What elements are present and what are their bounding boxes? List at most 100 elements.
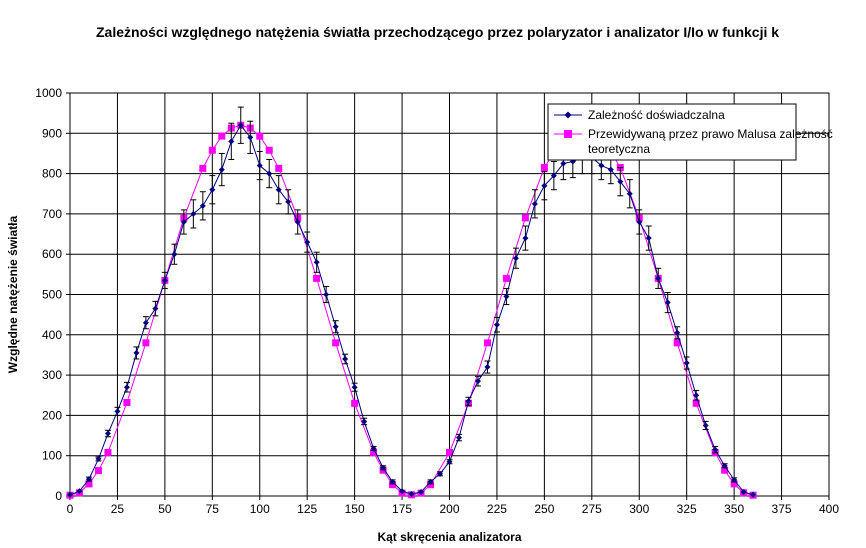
data-point	[540, 164, 548, 172]
data-point	[304, 239, 311, 246]
x-tick-label: 50	[158, 502, 172, 516]
data-point	[541, 182, 548, 189]
data-point	[171, 251, 178, 258]
x-tick-label: 200	[439, 502, 459, 516]
data-point	[607, 166, 614, 173]
data-point	[209, 186, 216, 193]
data-point	[275, 164, 283, 172]
data-point	[750, 491, 757, 498]
data-point	[94, 467, 102, 475]
data-point	[721, 466, 729, 474]
legend-box	[547, 103, 797, 161]
data-point	[521, 214, 529, 222]
data-point	[285, 198, 292, 205]
data-point	[313, 259, 320, 266]
x-tick-label: 125	[297, 502, 317, 516]
data-point	[446, 448, 453, 456]
data-point	[645, 235, 652, 242]
legend-label-experimental: Zależność doświadczalna	[588, 108, 725, 122]
y-tick-label: 100	[42, 449, 62, 463]
data-point	[740, 488, 747, 495]
data-point	[104, 430, 111, 437]
data-point	[483, 339, 491, 347]
data-point	[730, 480, 738, 488]
y-tick-label: 0	[55, 489, 62, 503]
x-tick-label: 250	[534, 502, 554, 516]
data-point	[342, 355, 349, 362]
data-point	[493, 321, 500, 328]
data-point	[85, 480, 93, 488]
data-point	[474, 378, 481, 385]
data-point	[437, 470, 444, 477]
data-point	[67, 491, 73, 498]
data-point	[199, 202, 206, 209]
data-point	[702, 422, 709, 429]
data-point	[636, 218, 643, 225]
y-tick-label: 500	[42, 288, 62, 302]
data-point	[550, 172, 557, 179]
legend: Zależność doświadczalna Przewidywaną prz…	[547, 103, 833, 161]
data-point	[531, 200, 538, 207]
y-tick-label: 1000	[35, 86, 62, 100]
data-point	[712, 446, 719, 453]
data-point	[85, 476, 92, 483]
y-tick-label: 200	[42, 408, 62, 422]
series-experimental	[67, 106, 757, 498]
data-point	[323, 291, 330, 298]
data-point	[692, 399, 700, 407]
data-point	[380, 464, 387, 471]
data-point	[332, 339, 340, 347]
data-point	[351, 384, 358, 391]
data-point	[247, 134, 254, 141]
legend-label-theoretical: Przewidywaną przez prawo Malusa zależnoś…	[588, 127, 833, 156]
data-point	[455, 434, 462, 441]
series-line	[69, 124, 754, 496]
x-tick-label: 275	[582, 502, 602, 516]
data-point	[256, 162, 263, 169]
data-point	[199, 164, 207, 172]
x-tick-label: 400	[819, 502, 839, 516]
data-point	[265, 146, 273, 154]
data-point	[465, 398, 472, 405]
y-tick-label: 600	[42, 247, 62, 261]
x-axis-title: Kąt skręcenia analizatora	[377, 530, 521, 544]
y-axis-title: Względne natężenie światła	[6, 215, 20, 373]
data-point	[123, 384, 130, 391]
data-point	[721, 462, 728, 469]
data-point	[142, 319, 149, 326]
data-point	[617, 178, 624, 185]
series-theoretical	[66, 121, 757, 499]
data-point	[664, 299, 671, 306]
data-point	[266, 170, 273, 177]
axis-ticks: 0 25 50 75 100 125 150 175 200 225 250 275 300 325 350…	[35, 86, 839, 516]
data-point	[332, 323, 339, 330]
data-point	[370, 448, 378, 456]
data-point	[218, 166, 225, 173]
data-point	[275, 186, 282, 193]
chart-title: Zależności względnego natężenia światła …	[96, 24, 780, 40]
x-tick-label: 25	[111, 502, 125, 516]
data-point	[683, 360, 690, 367]
x-tick-label: 325	[677, 502, 697, 516]
data-point	[294, 218, 301, 225]
data-point	[161, 277, 168, 284]
data-point	[256, 132, 264, 140]
data-point	[512, 255, 519, 262]
data-point	[95, 455, 102, 462]
data-point	[237, 122, 244, 129]
data-point	[693, 392, 700, 399]
x-tick-label: 0	[67, 502, 74, 516]
y-tick-label: 900	[42, 126, 62, 140]
data-point	[655, 275, 662, 282]
data-point	[626, 190, 633, 197]
data-point	[190, 210, 197, 217]
y-tick-label: 300	[42, 368, 62, 382]
data-point	[218, 132, 226, 140]
data-point	[114, 408, 121, 415]
data-point	[180, 218, 187, 225]
data-point	[674, 329, 681, 336]
x-tick-label: 175	[392, 502, 412, 516]
data-point	[522, 235, 529, 242]
data-point	[104, 448, 112, 456]
data-point	[427, 478, 434, 485]
